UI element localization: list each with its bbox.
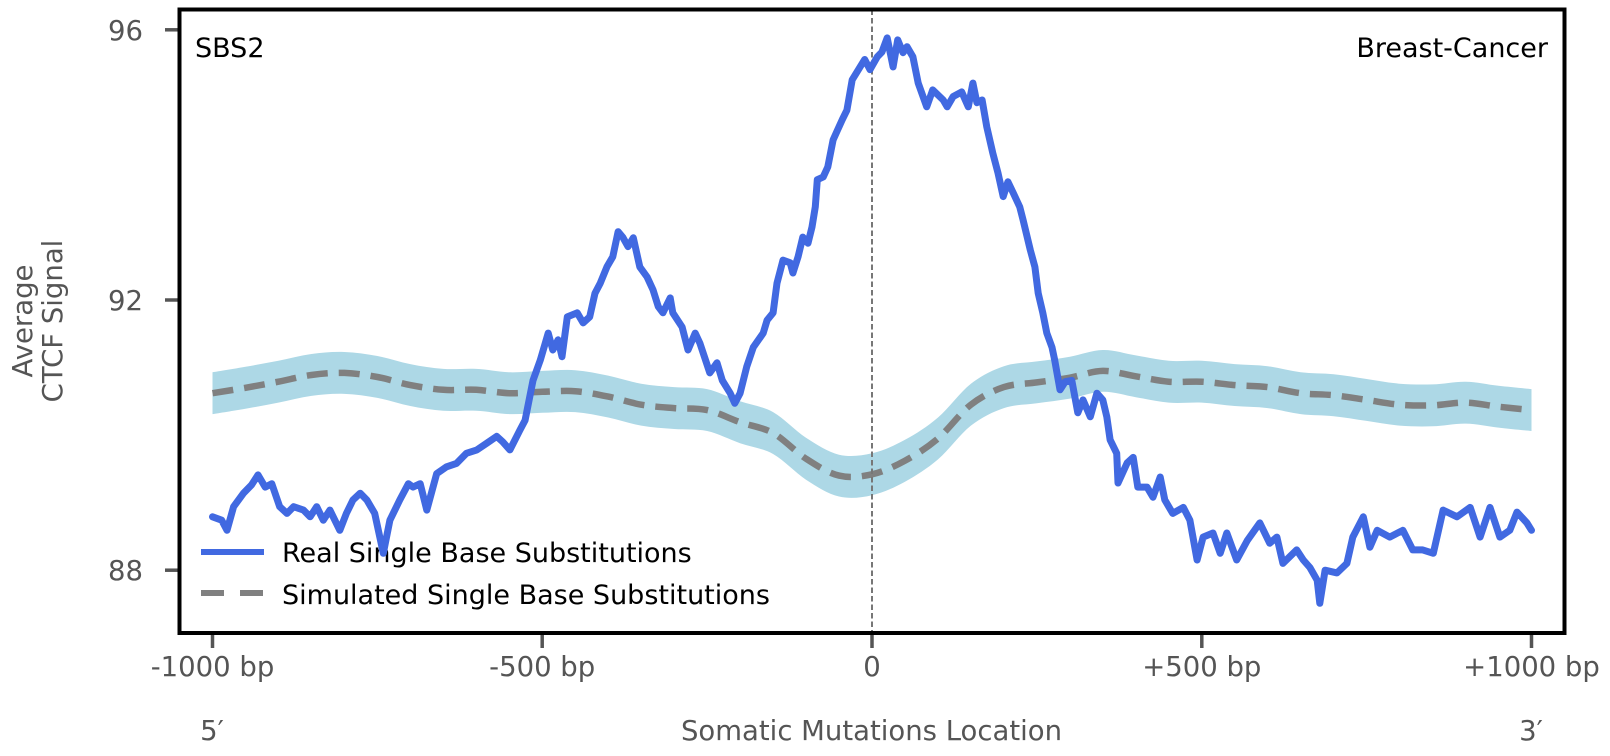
y-axis-label-line-2: CTCF Signal — [37, 240, 69, 403]
x-tick-label: -500 bp — [489, 651, 595, 683]
plot-area — [211, 11, 1532, 631]
five-prime-label: 5′ — [200, 715, 224, 747]
simulated-confidence-band — [212, 349, 1532, 498]
panel-label-cancer-type: Breast-Cancer — [1356, 33, 1549, 64]
y-tick-label: 96 — [108, 15, 143, 47]
x-tick-label: +500 bp — [1142, 651, 1261, 683]
y-tick-label: 88 — [108, 555, 143, 587]
plot-frame — [177, 7, 1567, 635]
legend-label-simulated: Simulated Single Base Substitutions — [282, 580, 770, 611]
three-prime-label: 3′ — [1519, 715, 1543, 747]
legend-item-simulated: Simulated Single Base Substitutions — [201, 580, 770, 611]
y-tick-label: 92 — [108, 285, 143, 317]
panel-label-signature: SBS2 — [195, 33, 265, 64]
y-axis: 88 92 96 — [108, 15, 180, 587]
x-tick-label: -1000 bp — [151, 651, 275, 683]
x-tick-label: +1000 bp — [1463, 651, 1600, 683]
x-tick-label: 0 — [863, 651, 881, 683]
x-axis: -1000 bp -500 bp 0 +500 bp +1000 bp — [151, 633, 1600, 683]
legend: Real Single Base Substitutions Simulated… — [201, 538, 770, 611]
simulated-series-line — [211, 367, 1532, 481]
legend-item-real: Real Single Base Substitutions — [201, 538, 692, 569]
y-axis-label-line-1: Average — [7, 265, 39, 378]
real-series-line — [209, 34, 1535, 607]
legend-label-real: Real Single Base Substitutions — [282, 538, 692, 569]
x-axis-label: Somatic Mutations Location — [681, 715, 1062, 747]
